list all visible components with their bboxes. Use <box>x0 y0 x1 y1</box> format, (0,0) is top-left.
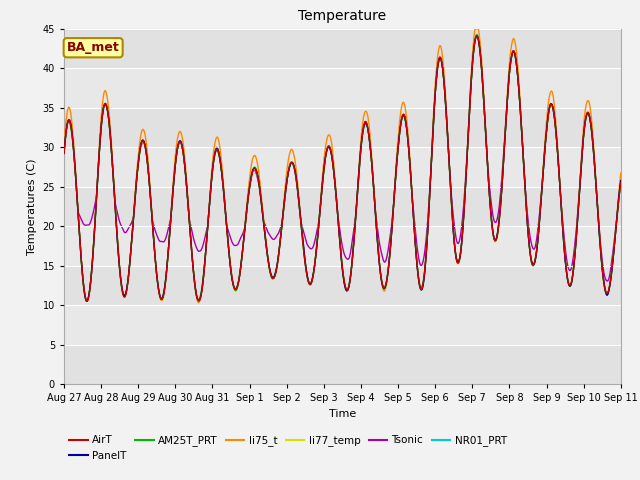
PanelT <box>60 150 68 156</box>
PanelT <box>316 204 324 210</box>
Tsonic <box>88 213 96 219</box>
AirT <box>316 204 324 210</box>
li77_temp <box>331 180 339 186</box>
li77_temp <box>83 298 91 304</box>
PanelT <box>89 255 97 261</box>
AM25T_PRT <box>89 254 97 260</box>
PanelT <box>617 178 625 183</box>
li75_t <box>195 300 202 306</box>
Tsonic <box>601 275 609 280</box>
NR01_PRT <box>88 259 96 264</box>
PanelT <box>601 286 609 291</box>
li75_t <box>601 286 609 291</box>
Tsonic <box>604 278 611 284</box>
li77_temp <box>60 149 68 155</box>
Tsonic <box>499 164 506 169</box>
li75_t <box>331 175 339 181</box>
AirT <box>499 168 507 174</box>
AM25T_PRT <box>60 150 68 156</box>
X-axis label: Time: Time <box>329 408 356 419</box>
AirT <box>60 151 68 156</box>
Tsonic <box>617 180 625 185</box>
NR01_PRT <box>473 31 481 37</box>
Tsonic <box>60 151 68 156</box>
AirT <box>89 254 97 260</box>
Bar <box>64 187 621 226</box>
NR01_PRT <box>60 150 68 156</box>
li75_t <box>316 202 324 207</box>
Line: Tsonic: Tsonic <box>64 36 621 281</box>
li75_t <box>471 26 479 32</box>
Line: AM25T_PRT: AM25T_PRT <box>64 36 621 300</box>
Bar <box>64 108 621 147</box>
li75_t <box>499 166 507 171</box>
AM25T_PRT <box>473 33 481 38</box>
li77_temp <box>499 167 507 172</box>
NR01_PRT <box>601 287 609 292</box>
li75_t <box>617 170 625 176</box>
Bar <box>64 265 621 305</box>
Tsonic <box>316 208 324 214</box>
Tsonic <box>331 178 339 184</box>
Line: PanelT: PanelT <box>64 36 621 301</box>
AM25T_PRT <box>601 286 609 291</box>
AirT <box>602 287 609 293</box>
li77_temp <box>617 179 625 185</box>
li77_temp <box>89 255 97 261</box>
Text: BA_met: BA_met <box>67 41 120 54</box>
AM25T_PRT <box>331 180 339 186</box>
li77_temp <box>473 33 481 38</box>
PanelT <box>331 180 339 186</box>
Tsonic <box>473 33 481 39</box>
NR01_PRT <box>602 288 609 294</box>
Tsonic <box>601 274 609 279</box>
Line: li77_temp: li77_temp <box>64 36 621 301</box>
Bar <box>64 29 621 68</box>
NR01_PRT <box>195 298 202 303</box>
Line: AirT: AirT <box>64 36 621 301</box>
AM25T_PRT <box>617 179 625 184</box>
AirT <box>601 286 609 292</box>
Legend: AirT, PanelT, AM25T_PRT, li75_t, li77_temp, Tsonic, NR01_PRT: AirT, PanelT, AM25T_PRT, li75_t, li77_te… <box>69 435 507 461</box>
NR01_PRT <box>331 180 339 186</box>
li77_temp <box>602 288 609 294</box>
li75_t <box>602 287 609 293</box>
PanelT <box>499 167 507 173</box>
NR01_PRT <box>316 204 324 210</box>
Line: li75_t: li75_t <box>64 29 621 303</box>
AM25T_PRT <box>499 168 507 173</box>
li77_temp <box>316 204 324 210</box>
AirT <box>83 299 91 304</box>
Bar <box>64 345 621 384</box>
li77_temp <box>601 287 609 293</box>
Line: NR01_PRT: NR01_PRT <box>64 34 621 300</box>
AM25T_PRT <box>602 287 609 293</box>
NR01_PRT <box>617 180 625 186</box>
Title: Temperature: Temperature <box>298 10 387 24</box>
li75_t <box>88 259 96 264</box>
NR01_PRT <box>499 166 507 172</box>
PanelT <box>473 33 481 39</box>
AM25T_PRT <box>83 298 91 303</box>
AirT <box>331 181 339 187</box>
li75_t <box>60 143 68 148</box>
PanelT <box>602 287 609 293</box>
PanelT <box>83 299 91 304</box>
AirT <box>617 180 625 185</box>
AirT <box>473 33 481 38</box>
AM25T_PRT <box>316 204 324 209</box>
Y-axis label: Temperatures (C): Temperatures (C) <box>27 158 37 255</box>
